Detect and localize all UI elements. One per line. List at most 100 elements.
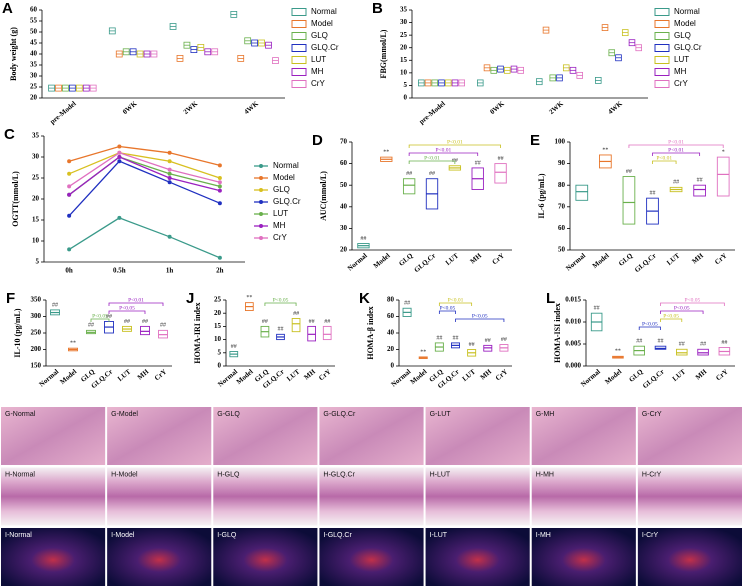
point [67,213,72,218]
significance: ## [293,311,299,317]
line [68,152,221,187]
box [140,325,150,336]
y-tick-label: 40 [387,329,395,337]
bracket-label: P<0.05 [472,313,488,319]
point [217,188,222,193]
bracket [438,302,473,306]
micrograph-label: I-LUT [430,532,448,539]
box [697,348,709,356]
bracket-label: P<0.05 [119,305,135,311]
bracket [408,144,501,148]
y-tick-label: 30 [400,18,408,26]
line [68,160,221,217]
bracket [90,318,110,322]
micrograph [637,467,742,526]
bracket [455,318,505,322]
significance: ## [160,323,166,329]
y-tick-label: 15 [214,322,222,330]
y-tick-label: 100 [555,138,566,146]
y-tick-label: 20 [400,43,408,51]
significance: ## [636,339,642,345]
panel-label: L [546,290,555,307]
y-tick-label: 20 [30,94,38,102]
significance: ## [262,319,268,325]
micrograph-label: G-Normal [5,411,36,418]
y-tick-label: 20 [32,195,40,203]
bracket-label: P<0.01 [668,139,684,145]
bracket-label: P<0.01 [447,139,463,145]
legend-label: CrY [674,79,688,88]
legend-label: Model [674,19,696,28]
point [167,176,172,180]
y-tick-label: 5 [218,348,222,356]
legend-icon [291,68,307,76]
micrograph-label: H-GLQ.Cr [323,471,355,478]
y-tick-label: 20 [387,345,395,353]
legend-icon [259,200,263,204]
y-tick-label: 50 [30,28,38,36]
micrograph-label: H-MH [536,471,554,478]
x-tick-label: 2h [216,267,224,275]
y-tick-label: 350 [31,296,42,304]
micrograph [319,528,424,586]
legend-label: GLQ.Cr [311,43,339,52]
y-tick-label: 300 [31,312,42,320]
legend-label: GLQ [273,185,290,194]
bracket [652,152,701,156]
significance: ## [124,319,130,325]
box [716,156,730,197]
significance: ## [360,236,366,242]
micrograph [107,528,212,586]
x-tick-label: 0h [65,267,73,275]
y-tick-label: 40 [30,50,38,58]
box [654,345,667,350]
significance: ## [429,171,435,177]
legend-label: CrY [311,79,325,88]
y-tick-label: 80 [387,296,395,304]
micrograph-label: H-Normal [5,471,35,478]
y-tick-label: 55 [30,17,38,25]
micrograph [425,407,530,465]
legend-label: MH [674,67,687,76]
significance: ** [420,349,426,355]
y-tick-label: 40 [340,202,348,210]
legend-label: LUT [674,55,689,64]
legend-icon [259,188,263,192]
legend-icon [259,236,263,240]
bracket [108,302,164,306]
y-tick-label: 0 [218,362,222,370]
legend-icon [291,44,307,52]
micrograph-label: I-CrY [642,532,659,539]
significance: ## [469,342,475,348]
y-tick-label: 200 [31,345,42,353]
panel-label: E [530,132,540,149]
legend-label: GLQ [674,31,691,40]
micrograph-label: H-GLQ [217,471,240,478]
y-tick-label: 50 [340,181,348,189]
point [67,184,72,189]
legend-icon [291,8,307,16]
point [117,155,122,159]
y-axis-label: AUC(mmol/L) [319,171,328,221]
panel-label: J [186,290,194,307]
x-tick-label: 0.5h [113,267,126,275]
y-tick-label: 0 [404,94,408,102]
micrograph [319,467,424,526]
y-tick-label: 80 [558,181,566,189]
micrograph-label: G-LUT [430,411,452,418]
line [68,152,221,179]
micrograph [213,467,318,526]
significance: ## [501,337,507,343]
y-tick-label: 25 [400,31,408,39]
micrograph-label: H-CrY [642,471,662,478]
bracket [660,302,725,306]
y-tick-label: 5 [36,258,40,266]
bracket-label: P<0.05 [273,297,289,303]
micrograph [213,407,318,465]
bracket [438,310,456,314]
micrograph [531,467,636,526]
bracket-label: P<0.05 [685,297,701,303]
micrograph-label: G-MH [536,411,555,418]
significance: ## [475,160,481,166]
micrograph-label: I-GLQ.Cr [323,532,352,539]
